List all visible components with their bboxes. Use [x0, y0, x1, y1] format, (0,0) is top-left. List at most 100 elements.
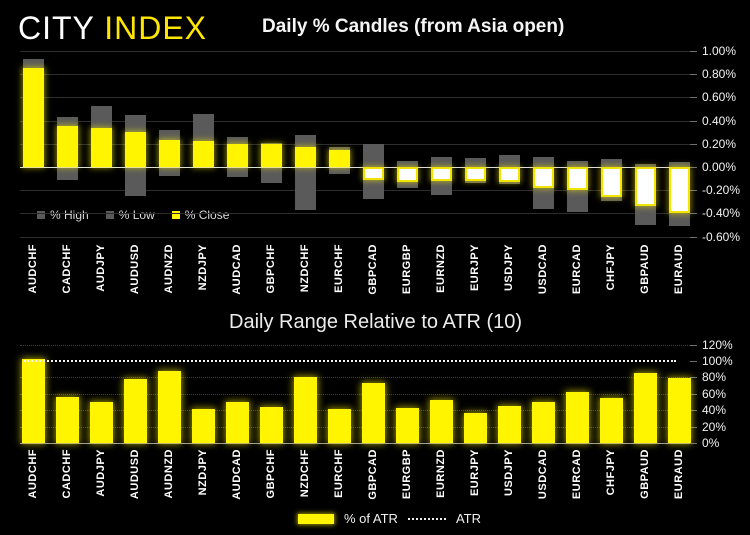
- bottom-category-label-AUDJPY: AUDJPY: [95, 449, 107, 497]
- bottom-category-label-NZDCHF: NZDCHF: [299, 449, 311, 498]
- bottom-ytick-label: 40%: [702, 403, 727, 418]
- bottom-ytick-label: 60%: [702, 386, 727, 401]
- top-ytick-label: 0.40%: [702, 113, 737, 128]
- bottom-gridline: [20, 344, 690, 347]
- bottom-category-label-EURJPY: EURJPY: [469, 449, 481, 497]
- top-category-label-AUDNZD: AUDNZD: [163, 244, 175, 294]
- top-category-label-AUDJPY: AUDJPY: [95, 244, 107, 292]
- bottom-category-label-NZDJPY: NZDJPY: [197, 449, 209, 496]
- bottom-category-label-EURCAD: EURCAD: [571, 449, 583, 500]
- atr-percent-bar-EURNZD: [429, 400, 453, 443]
- top-category-label-EURGBP: EURGBP: [401, 244, 413, 295]
- top-gridline: [20, 120, 690, 122]
- atr-percent-bar-AUDUSD: [123, 379, 147, 443]
- atr-percent-bar-AUDCAD: [225, 402, 249, 443]
- top-category-label-AUDCHF: AUDCHF: [27, 244, 39, 294]
- top-category-label-EURNZD: EURNZD: [435, 244, 447, 293]
- bottom-category-label-AUDCAD: AUDCAD: [231, 449, 243, 500]
- bottom-chart-title: Daily Range Relative to ATR (10): [229, 311, 523, 333]
- bottom-category-label-AUDUSD: AUDUSD: [129, 449, 141, 500]
- top-category-label-USDJPY: USDJPY: [503, 244, 515, 292]
- close-bar-CHFJPY: [600, 167, 622, 198]
- atr-percent-bar-NZDJPY: [191, 408, 215, 443]
- top-ytick-label: 0.80%: [702, 67, 737, 82]
- close-bar-AUDUSD: [124, 132, 146, 167]
- close-bar-EURCAD: [566, 167, 588, 191]
- top-category-label-AUDCAD: AUDCAD: [231, 244, 243, 295]
- bottom-axis-tick: [690, 426, 697, 428]
- top-category-label-USDCAD: USDCAD: [537, 244, 549, 295]
- bottom-ytick-label: 0%: [702, 436, 720, 450]
- high-low-bar-NZDCHF: [294, 134, 316, 210]
- bottom-axis-tick: [690, 361, 697, 362]
- atr-percent-swatch-icon: [298, 513, 334, 524]
- top-gridline: [20, 236, 690, 238]
- bottom-baseline: [20, 443, 690, 444]
- atr-percent-bar-GBPAUD: [633, 373, 657, 443]
- top-ytick-label: 0.60%: [702, 90, 737, 105]
- atr-percent-bar-AUDCHF: [21, 358, 45, 443]
- close-bar-GBPAUD: [634, 167, 656, 207]
- top-category-label-EURJPY: EURJPY: [469, 244, 481, 292]
- atr-percent-bar-USDCAD: [531, 402, 555, 443]
- top-chart-legend: % High % Low % Close: [37, 208, 229, 222]
- top-gridline: [20, 97, 690, 99]
- top-chart-title: Daily % Candles (from Asia open): [262, 16, 565, 37]
- close-bar-AUDCHF: [22, 68, 44, 167]
- bottom-ytick-label: 120%: [702, 337, 733, 352]
- logo-index-text: INDEX: [104, 10, 207, 46]
- atr-percent-bar-EURJPY: [463, 413, 487, 443]
- top-category-label-CADCHF: CADCHF: [61, 244, 73, 294]
- atr-percent-bar-USDJPY: [497, 406, 521, 443]
- bottom-chart-legend: % of ATR ATR: [298, 511, 481, 526]
- atr-percent-bar-NZDCHF: [293, 377, 317, 443]
- bottom-category-label-CADCHF: CADCHF: [61, 449, 73, 499]
- logo-city-text: CITY: [18, 10, 105, 46]
- atr-percent-bar-EURGBP: [395, 407, 419, 443]
- top-gridline: [20, 190, 690, 192]
- top-gridline: [20, 74, 690, 76]
- bottom-axis-tick: [690, 443, 697, 444]
- bottom-axis-tick: [690, 344, 697, 346]
- close-bar-GBPCHF: [260, 143, 282, 167]
- bottom-category-label-EURAUD: EURAUD: [673, 449, 685, 500]
- top-category-label-GBPCHF: GBPCHF: [265, 244, 277, 294]
- atr-percent-bar-CADCHF: [55, 397, 79, 443]
- close-bar-EURGBP: [396, 167, 418, 183]
- top-zero-gridline: [20, 167, 690, 168]
- top-category-label-NZDCHF: NZDCHF: [299, 244, 311, 293]
- close-bar-AUDCAD: [226, 143, 248, 167]
- legend-low-label: % Low: [118, 208, 155, 222]
- bottom-ytick-label: 20%: [702, 419, 727, 434]
- bottom-category-label-USDJPY: USDJPY: [503, 449, 515, 497]
- top-axis-tick: [690, 74, 697, 76]
- top-gridline: [20, 143, 690, 145]
- top-ytick-label: 0.20%: [702, 136, 737, 151]
- close-bar-EURJPY: [464, 167, 486, 181]
- bottom-gridline: [20, 377, 690, 379]
- top-gridline: [20, 213, 690, 215]
- top-ytick-label: -0.20%: [702, 183, 741, 198]
- atr-percent-bar-AUDJPY: [89, 402, 113, 443]
- bottom-ytick-label: 80%: [702, 370, 727, 385]
- close-bar-EURNZD: [430, 167, 452, 181]
- top-gridline: [20, 51, 690, 52]
- atr-percent-bar-EURCAD: [565, 392, 589, 443]
- legend-item-high: % High: [37, 208, 89, 222]
- bottom-axis-tick: [690, 377, 697, 379]
- bottom-category-label-AUDNZD: AUDNZD: [163, 449, 175, 499]
- city-index-logo: CITY INDEX: [18, 10, 207, 47]
- top-ytick-label: -0.40%: [702, 206, 741, 221]
- close-bar-AUDNZD: [158, 140, 180, 167]
- top-category-label-EURAUD: EURAUD: [673, 244, 685, 295]
- top-axis-tick: [690, 236, 697, 238]
- atr-reference-line: [24, 360, 676, 362]
- close-bar-CADCHF: [56, 126, 78, 167]
- close-bar-USDJPY: [498, 167, 520, 183]
- top-axis-tick: [690, 190, 697, 192]
- top-category-label-NZDJPY: NZDJPY: [197, 244, 209, 291]
- top-category-label-EURCHF: EURCHF: [333, 244, 345, 293]
- atr-percent-bar-EURAUD: [667, 378, 691, 443]
- legend-atr-label: ATR: [455, 511, 481, 526]
- atr-percent-bar-GBPCAD: [361, 383, 385, 443]
